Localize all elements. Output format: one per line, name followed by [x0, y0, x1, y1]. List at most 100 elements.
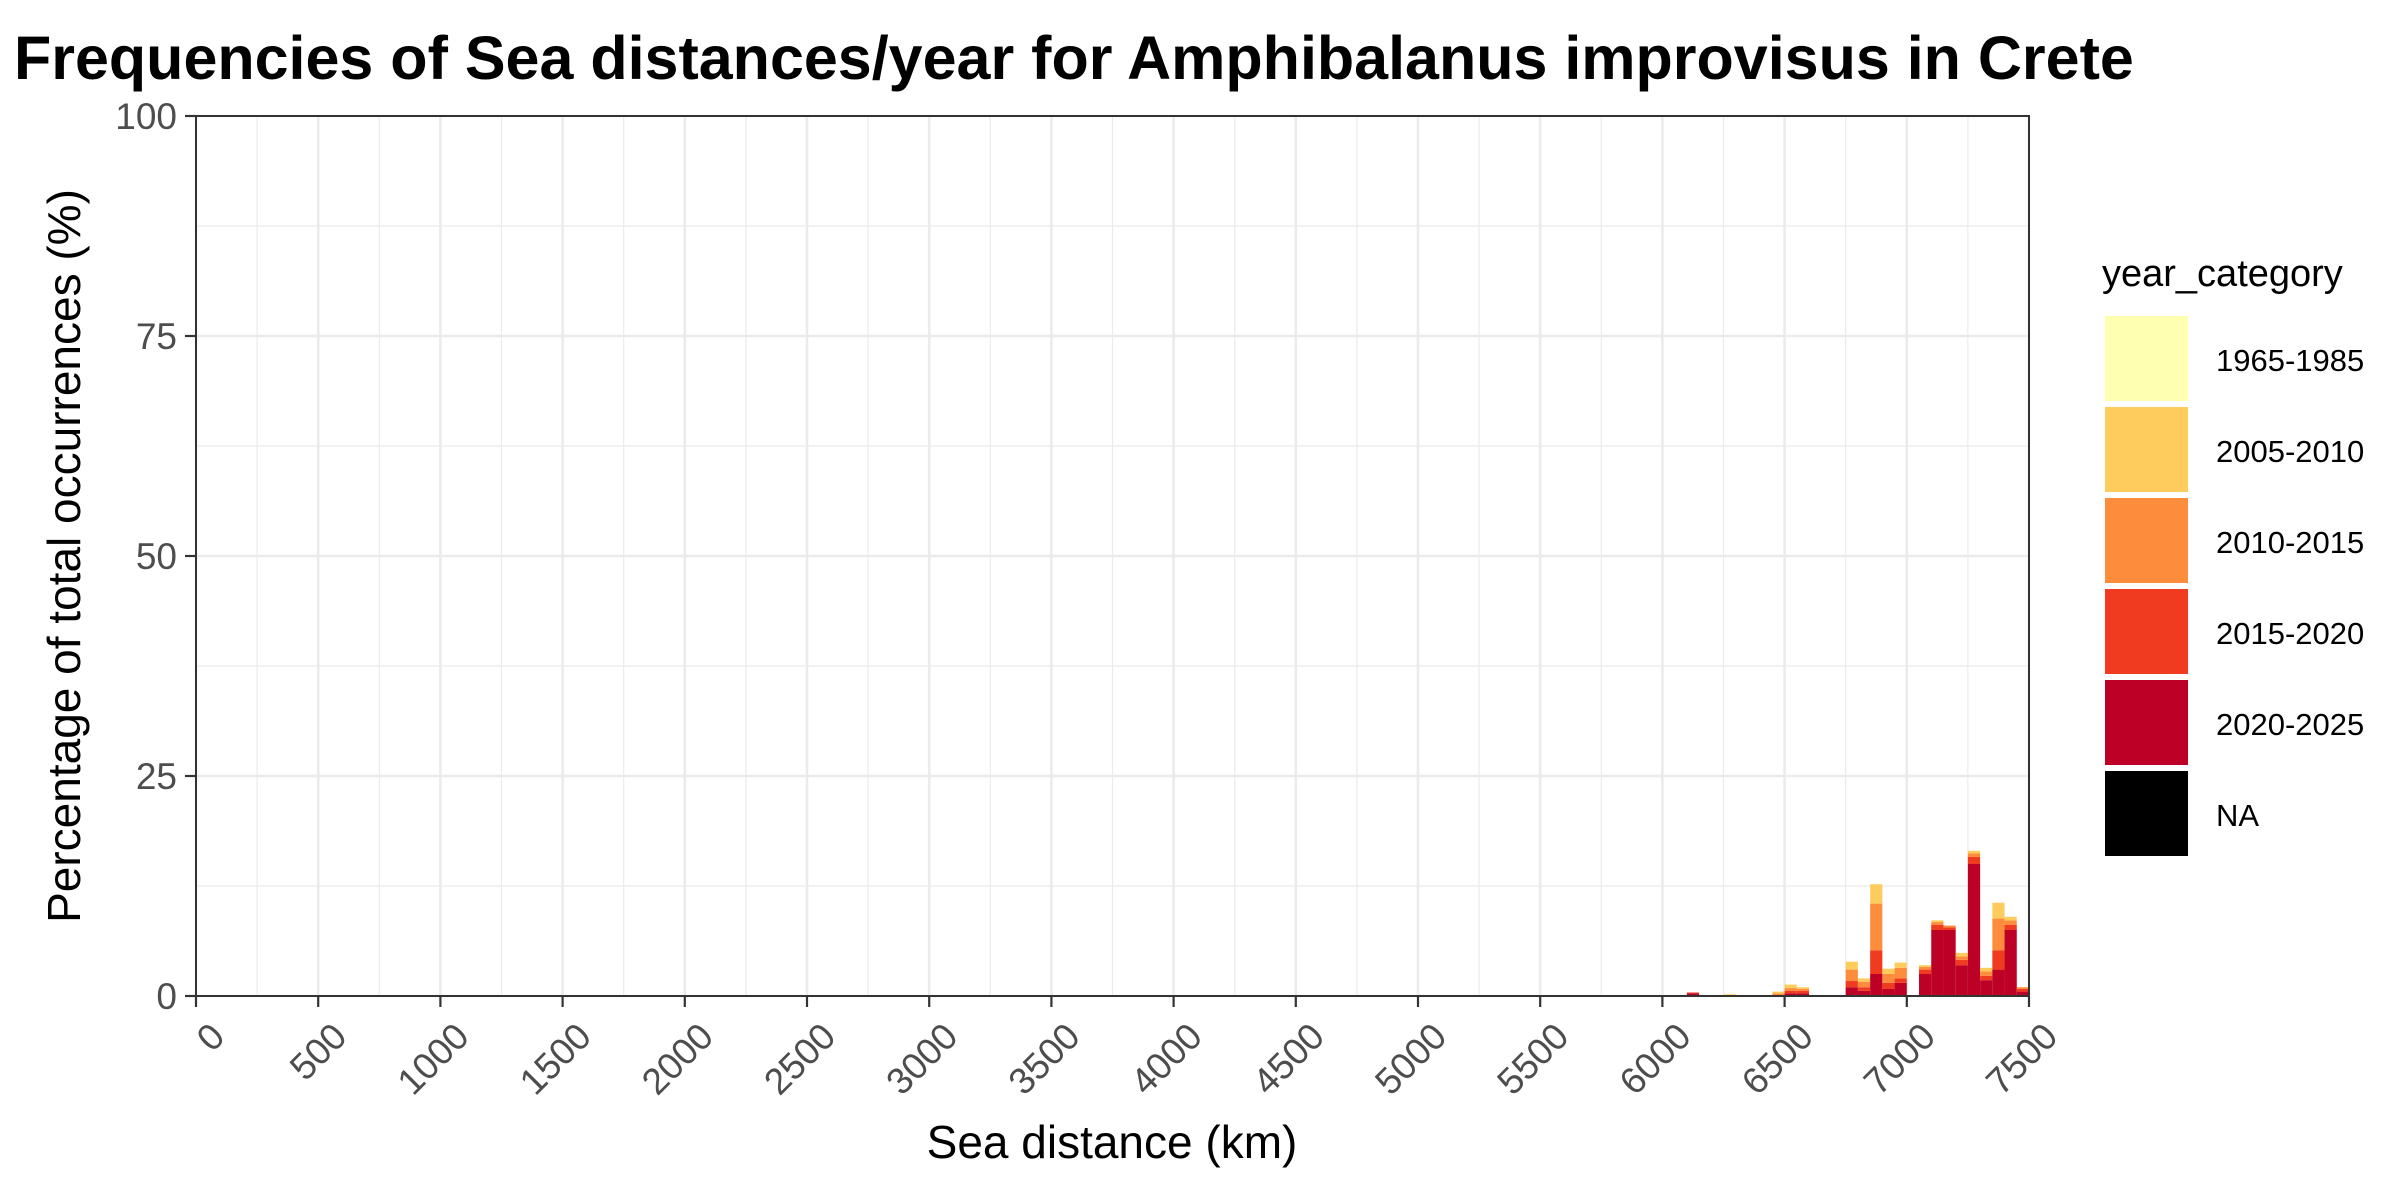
- x-tick-label: 0: [189, 1015, 233, 1059]
- x-tick-label: 7000: [1856, 1015, 1943, 1102]
- histogram-bar-segment: [1870, 974, 1883, 996]
- histogram-bar-segment: [1784, 988, 1797, 991]
- x-tick-label: 4500: [1245, 1015, 1332, 1102]
- histogram-bar-segment: [1919, 974, 1932, 996]
- y-tick-label: 75: [136, 316, 177, 357]
- x-tick-label: 2000: [634, 1015, 721, 1102]
- histogram-bar-segment: [1784, 984, 1797, 989]
- histogram-bar-segment: [1919, 966, 1932, 970]
- x-tick-label: 5000: [1367, 1015, 1454, 1102]
- histogram-bar-segment: [2016, 988, 2029, 992]
- histogram-bar-segment: [1857, 981, 1871, 988]
- histogram-bar-segment: [1992, 902, 2005, 919]
- histogram-bar-segment: [1955, 956, 1968, 960]
- legend-entry-label: 2005-2010: [2216, 434, 2364, 469]
- histogram-bar-segment: [1857, 990, 1871, 996]
- histogram-bar-segment: [1845, 987, 1858, 996]
- histogram-bar-segment: [1686, 993, 1700, 996]
- legend-entry-label: 1965-1985: [2216, 343, 2364, 378]
- legend-entry-label: NA: [2216, 798, 2259, 833]
- x-tick-label: 5500: [1489, 1015, 1576, 1102]
- histogram-bar-segment: [1931, 930, 1944, 996]
- histogram-bar-segment: [1686, 992, 1700, 994]
- histogram-bar-segment: [1967, 853, 1981, 857]
- legend-entry-label: 2015-2020: [2216, 616, 2364, 651]
- x-tick-label: 7500: [1978, 1015, 2065, 1102]
- histogram-bar-segment: [1919, 969, 1932, 974]
- y-tick-label: 25: [136, 756, 177, 797]
- histogram-bar-segment: [2016, 991, 2029, 996]
- histogram-bar-segment: [1894, 978, 1907, 983]
- histogram-bar-segment: [1784, 990, 1797, 994]
- histogram-bar-segment: [1992, 950, 2005, 970]
- legend-title: year_category: [2102, 253, 2343, 295]
- histogram-bar-segment: [1931, 922, 1944, 925]
- legend-key-swatch: [2105, 680, 2188, 765]
- legend-key-swatch: [2105, 498, 2188, 583]
- x-tick-label: 3500: [1001, 1015, 1088, 1102]
- legend-entry-label: 2020-2025: [2216, 707, 2364, 742]
- legend-key-swatch: [2105, 316, 2188, 401]
- histogram-bar-segment: [1955, 965, 1968, 996]
- histogram-bar-segment: [1931, 920, 1944, 923]
- histogram-bar-segment: [1967, 850, 1981, 854]
- histogram-bar-segment: [2004, 916, 2017, 921]
- y-axis: 0 25 50 75 100: [115, 96, 196, 1017]
- histogram-bar-segment: [1967, 864, 1981, 996]
- histogram-bar-segment: [1772, 993, 1785, 996]
- histogram-bar-segment: [1992, 969, 2005, 996]
- histogram-bar-segment: [1845, 961, 1858, 970]
- histogram-bar-segment: [1980, 971, 1993, 976]
- histogram-bar-segment: [1931, 924, 1944, 930]
- histogram-bar-segment: [1943, 930, 1956, 996]
- x-tick-label: 3000: [878, 1015, 965, 1102]
- histogram-bar-segment: [1943, 927, 1956, 930]
- histogram-bar-segment: [1845, 981, 1858, 988]
- histogram-bar-segment: [1882, 968, 1895, 974]
- y-axis-title: Percentage of total occurrences (%): [38, 189, 90, 923]
- histogram-bar-segment: [1796, 988, 1810, 991]
- histogram-bar-segment: [1980, 980, 1993, 996]
- histogram-bar-segment: [1992, 918, 2005, 951]
- histogram-bar-segment: [1882, 974, 1895, 983]
- histogram-bar-segment: [2016, 987, 2029, 989]
- histogram-bar-segment: [1894, 967, 1907, 979]
- histogram-bar-segment: [1870, 903, 1883, 951]
- histogram-bar-segment: [1894, 982, 1907, 996]
- histogram-bar-segment: [1980, 975, 1993, 981]
- histogram-bar-segment: [1796, 993, 1810, 996]
- histogram-bar-segment: [1796, 987, 1810, 989]
- histogram-bar-segment: [1796, 990, 1810, 994]
- histogram-bar-segment: [1857, 978, 1871, 982]
- x-tick-label: 2500: [756, 1015, 843, 1102]
- x-axis: 0 500 1000 1500 2000 2500 3000 3500 4000 4500 5000…: [189, 996, 2065, 1103]
- histogram-bar-segment: [1894, 962, 1907, 968]
- histogram-bar-segment: [2004, 924, 2017, 930]
- histogram-bar-segment: [1955, 952, 1968, 957]
- x-tick-label: 4000: [1123, 1015, 1210, 1102]
- y-tick-label: 100: [115, 96, 177, 137]
- legend: year_category 1965-1985 2005-2010 2010-201…: [2102, 253, 2364, 856]
- histogram-bar-segment: [1784, 993, 1797, 996]
- legend-key-swatch: [2105, 589, 2188, 674]
- x-tick-label: 500: [282, 1015, 355, 1088]
- histogram-bar-segment: [1882, 988, 1895, 996]
- legend-key-swatch: [2105, 407, 2188, 492]
- histogram-bar-segment: [1943, 925, 1956, 928]
- legend-items: 1965-1985 2005-2010 2010-2015 2015-2020 2020…: [2105, 316, 2364, 856]
- histogram-bar-segment: [1882, 982, 1895, 989]
- x-axis-title: Sea distance (km): [927, 1116, 1298, 1168]
- histogram-bar-segment: [1967, 856, 1981, 864]
- histogram-bar-segment: [1980, 967, 1993, 972]
- legend-entry-label: 2010-2015: [2216, 525, 2364, 560]
- x-tick-label: 1000: [390, 1015, 477, 1102]
- histogram-bar-segment: [1870, 884, 1883, 904]
- histogram-bar-segment: [1845, 969, 1858, 982]
- legend-key-swatch: [2105, 771, 2188, 856]
- histogram-bar-segment: [1955, 959, 1968, 966]
- histogram-bar-segment: [1772, 991, 1785, 994]
- y-tick-label: 50: [136, 536, 177, 577]
- histogram-bar-segment: [1870, 950, 1883, 974]
- x-tick-label: 6500: [1734, 1015, 1821, 1102]
